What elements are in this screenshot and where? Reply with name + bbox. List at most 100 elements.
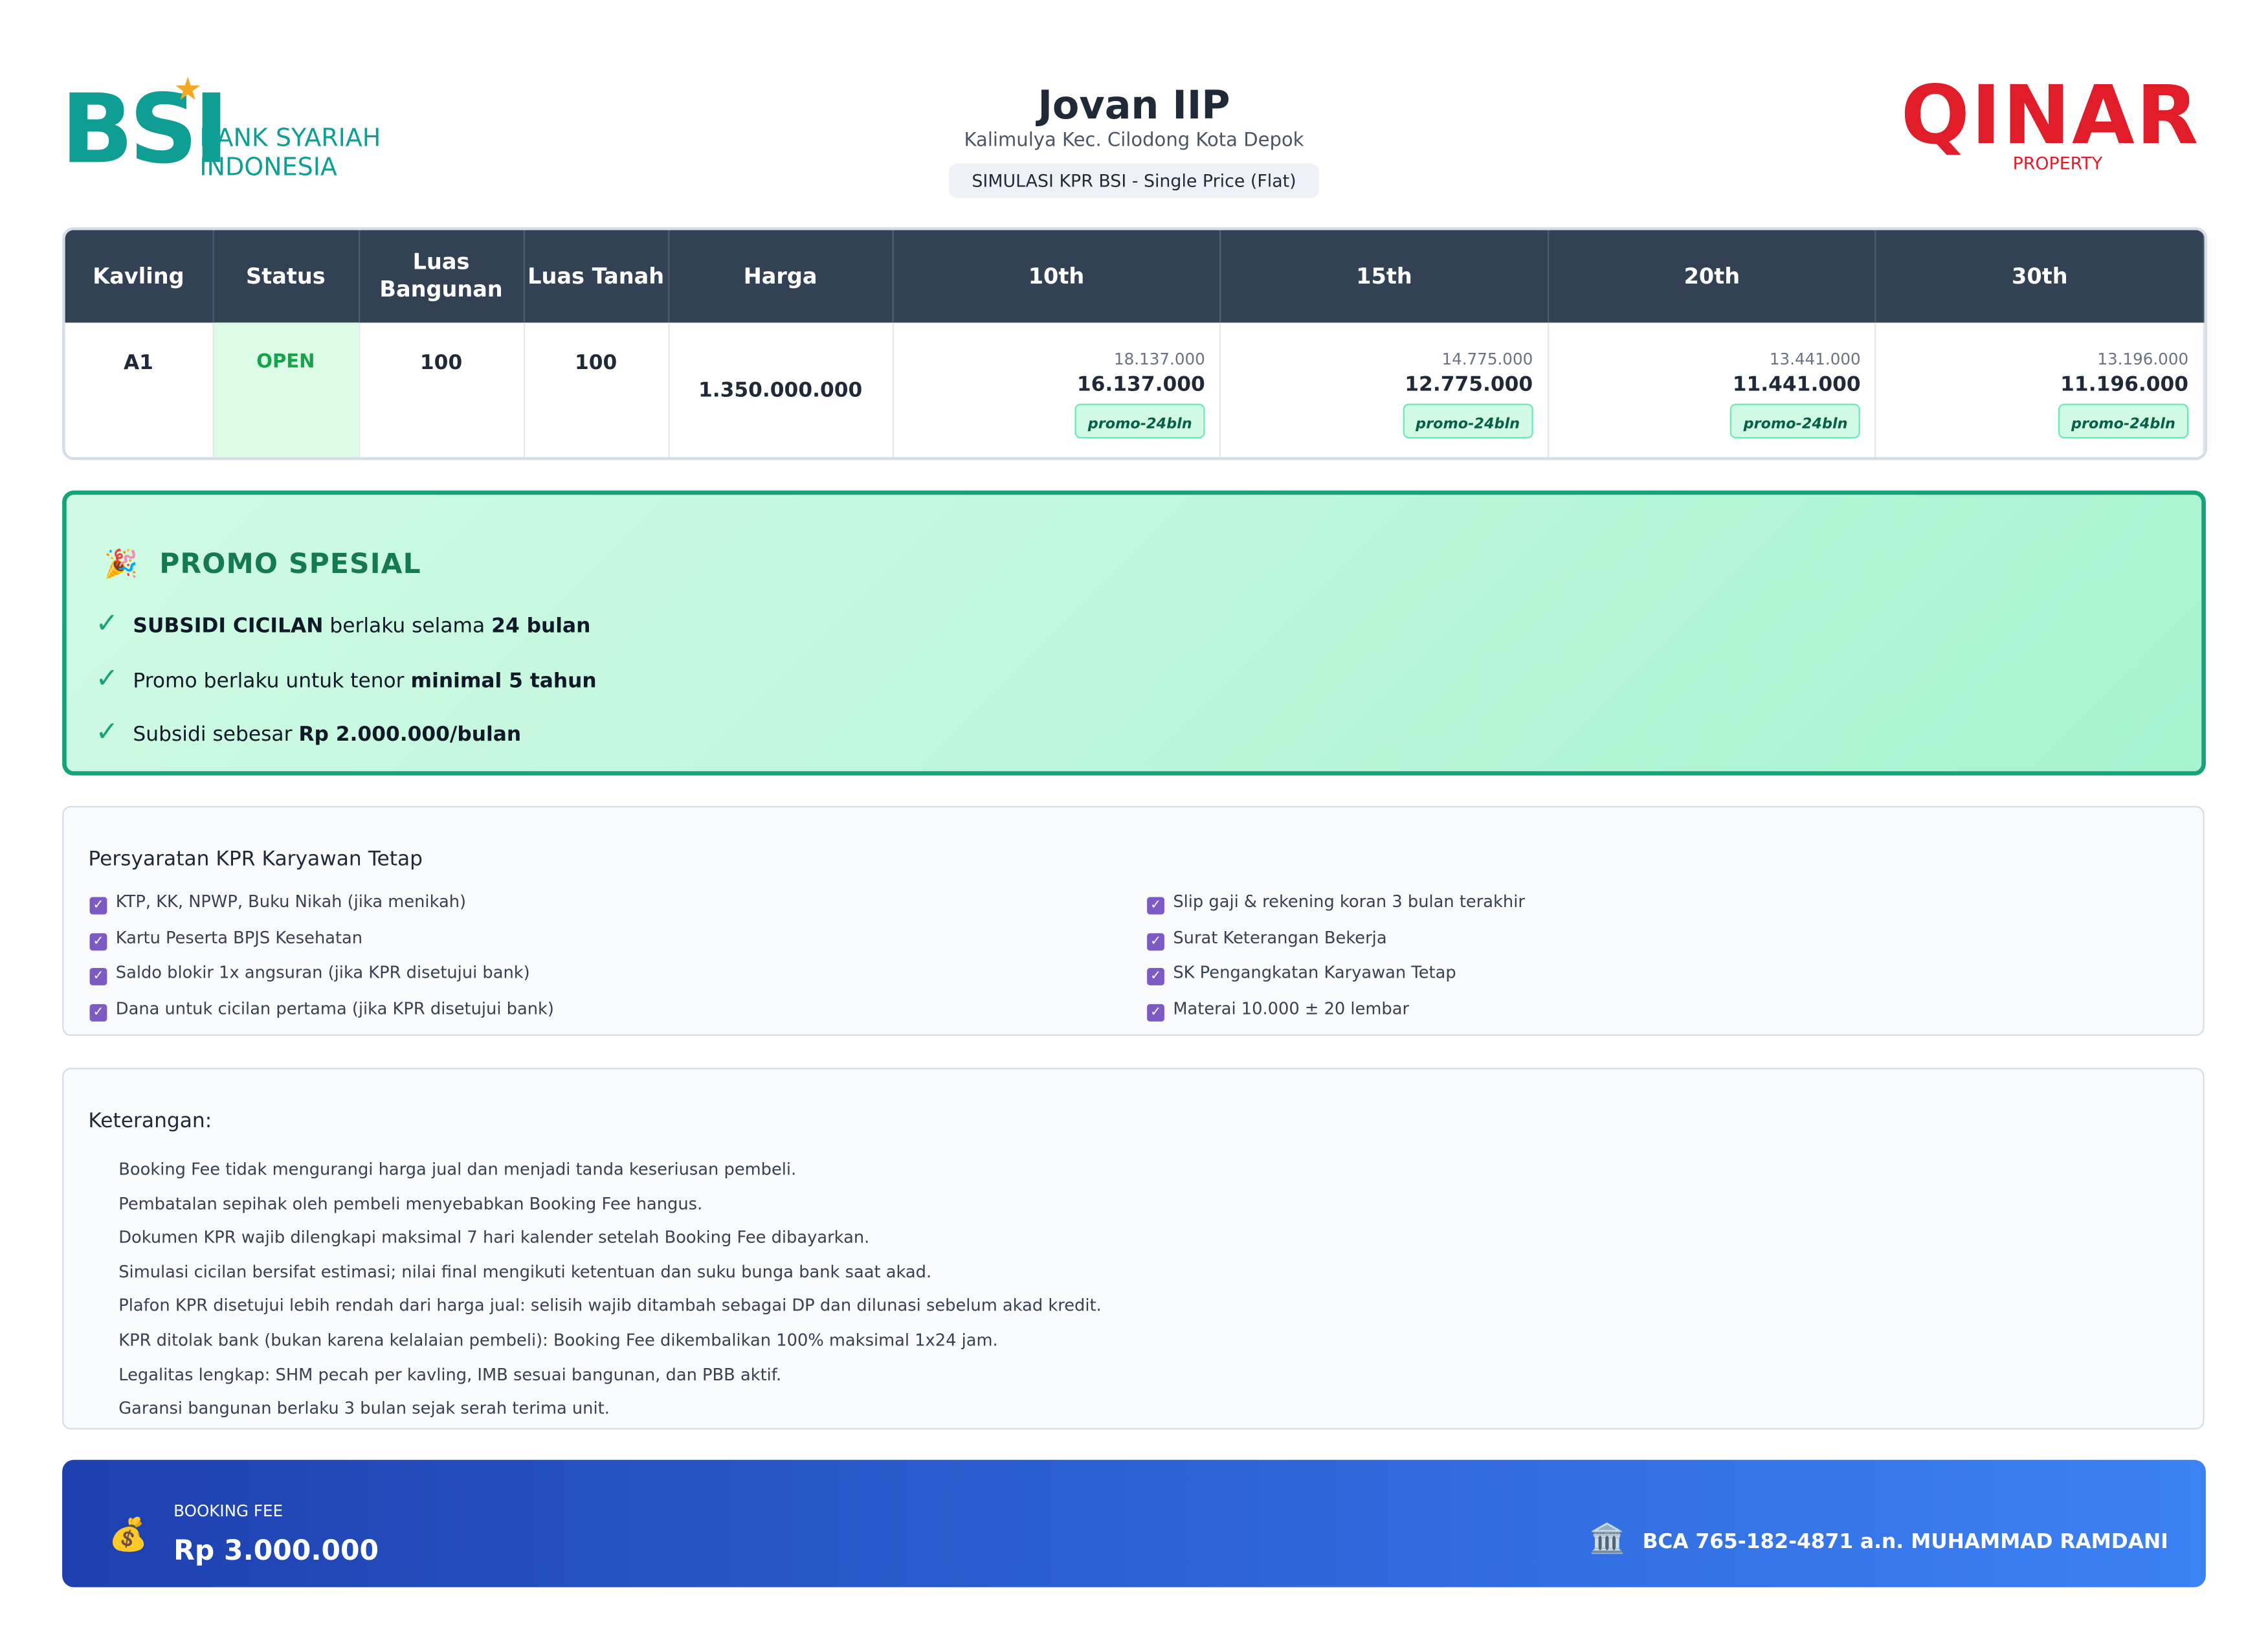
project-location: Kalimulya Kec. Cilodong Kota Depok	[964, 130, 1304, 152]
simulation-subtitle: SIMULASI KPR BSI - Single Price (Flat)	[948, 163, 1320, 199]
note-item: Pembatalan sepihak oleh pembeli menyebab…	[118, 1193, 703, 1214]
notes-box: Keterangan: Booking Fee tidak mengurangi…	[62, 1068, 2205, 1430]
checkbox: ✓	[89, 897, 107, 915]
promo-installment: 11.196.000	[2060, 373, 2189, 397]
requirement-text: Surat Keterangan Bekerja	[1173, 927, 1387, 948]
installment-cell: 18.137.000 16.137.000 promo-24bln	[892, 322, 1221, 458]
promo-badge: promo-24bln	[1730, 403, 1861, 439]
developer-logo: QINAR PROPERTY	[1895, 69, 2205, 174]
bank-icon: 🏛️	[1589, 1520, 1625, 1556]
developer-logo-mark: QINAR	[1900, 69, 2200, 164]
installment-cell: 13.196.000 11.196.000 promo-24bln	[1876, 322, 2205, 458]
promo-text: Subsidi sebesar	[133, 723, 293, 747]
logo-star: ★	[173, 72, 203, 109]
promo-box: 🎉 PROMO SPESIAL ✓ SUBSIDI CICILAN berlaku …	[62, 490, 2206, 776]
promo-badge: promo-24bln	[1074, 403, 1205, 439]
table-row: A1 OPEN 100 100 1.350.000.000 18.137.000 16.13…	[65, 322, 2205, 458]
building-area-cell: 100	[359, 322, 525, 458]
column-header: Luas Bangunan	[359, 230, 525, 323]
installment-cell: 14.775.000 12.775.000 promo-24bln	[1220, 322, 1549, 458]
original-installment: 13.196.000	[2097, 350, 2189, 369]
requirement-text: Saldo blokir 1x angsuran (jika KPR diset…	[115, 962, 530, 983]
check-icon: ✓	[95, 716, 119, 748]
promo-text: SUBSIDI CICILAN	[133, 614, 324, 638]
bank-logo-text: BANK SYARIAH INDONESIA	[199, 124, 381, 182]
original-installment: 13.441.000	[1769, 350, 1861, 369]
note-item: Garansi bangunan berlaku 3 bulan sejak s…	[118, 1398, 610, 1419]
requirement-text: KTP, KK, NPWP, Buku Nikah (jika menikah)	[115, 891, 467, 912]
booking-amount: Rp 3.000.000	[173, 1535, 379, 1567]
promo-title-text: PROMO SPESIAL	[159, 548, 421, 581]
header-center: Jovan IIP Kalimulya Kec. Cilodong Kota D…	[845, 84, 1423, 199]
promo-text: Rp 2.000.000/bulan	[298, 723, 522, 747]
money-icon: 💰	[108, 1518, 148, 1555]
promo-item: ✓ Subsidi sebesar Rp 2.000.000/bulan	[95, 716, 521, 748]
requirement-item: ✓ Materai 10.000 ± 20 lembar	[1147, 998, 2015, 1034]
bank-logo: ★ BSI BANK SYARIAH INDONESIA	[60, 72, 381, 188]
column-header: 15th	[1220, 230, 1549, 323]
land-area-cell: 100	[523, 322, 669, 458]
bank-logo-mark: BSI	[60, 73, 229, 186]
requirement-item: ✓ Saldo blokir 1x angsuran (jika KPR dise…	[89, 962, 1148, 998]
original-installment: 18.137.000	[1114, 350, 1205, 369]
notes-title: Keterangan:	[88, 1110, 212, 1133]
requirement-text: SK Pengangkatan Karyawan Tetap	[1173, 962, 1456, 983]
checkbox: ✓	[89, 1004, 107, 1022]
bank-logo-line: INDONESIA	[199, 153, 337, 183]
promo-installment: 12.775.000	[1405, 373, 1533, 397]
promo-text: minimal 5 tahun	[410, 669, 597, 693]
requirement-text: Kartu Peserta BPJS Kesehatan	[115, 927, 363, 948]
requirement-item: ✓ Dana untuk cicilan pertama (jika KPR di…	[89, 998, 1148, 1034]
booking-bar: 💰 BOOKING FEE Rp 3.000.000 🏛️ BCA 765-182…	[62, 1459, 2206, 1588]
booking-label: BOOKING FEE	[173, 1501, 284, 1521]
requirement-text: Materai 10.000 ± 20 lembar	[1173, 998, 1410, 1019]
checkbox: ✓	[1147, 932, 1164, 950]
project-title: Jovan IIP	[1038, 84, 1230, 129]
requirement-item: ✓ Slip gaji & rekening koran 3 bulan tera…	[1147, 892, 2015, 927]
requirement-item: ✓ Kartu Peserta BPJS Kesehatan	[89, 927, 1148, 963]
requirement-item: ✓ SK Pengangkatan Karyawan Tetap	[1147, 963, 2015, 998]
note-item: Dokumen KPR wajib dilengkapi maksimal 7 …	[118, 1227, 870, 1248]
column-header: 30th	[1876, 230, 2205, 323]
promo-badge: promo-24bln	[2058, 403, 2189, 439]
note-item: Legalitas lengkap: SHM pecah per kavling…	[118, 1364, 782, 1384]
promo-installment: 11.441.000	[1732, 373, 1861, 397]
bank-account: 🏛️ BCA 765-182-4871 a.n. MUHAMMAD RAMDANI	[1589, 1521, 2168, 1556]
promo-icon: 🎉	[104, 548, 139, 581]
requirements-title: Persyaratan KPR Karyawan Tetap	[88, 848, 423, 871]
promo-text: 24 bulan	[491, 614, 591, 638]
check-icon: ✓	[95, 662, 119, 694]
original-installment: 14.775.000	[1441, 350, 1533, 369]
requirements-list: ✓ KTP, KK, NPWP, Buku Nikah (jika menikah…	[89, 891, 2015, 1035]
check-icon: ✓	[95, 607, 119, 640]
promo-badge: promo-24bln	[1403, 403, 1533, 439]
promo-text: Promo berlaku untuk tenor	[133, 669, 405, 693]
checkbox: ✓	[1147, 897, 1164, 915]
note-item: Plafon KPR disetujui lebih rendah dari h…	[118, 1295, 1102, 1316]
promo-item: ✓ SUBSIDI CICILAN berlaku selama 24 bulan	[95, 608, 590, 640]
column-header: 20th	[1548, 230, 1877, 323]
column-header: Kavling	[65, 230, 214, 323]
header-row: Kavling Status Luas Bangunan Luas Tanah Harg…	[65, 230, 2205, 323]
developer-logo-sub: PROPERTY	[2012, 153, 2103, 174]
promo-title: 🎉 PROMO SPESIAL	[104, 547, 421, 580]
checkbox: ✓	[89, 968, 107, 986]
requirement-item: ✓ KTP, KK, NPWP, Buku Nikah (jika menikah…	[89, 891, 1148, 927]
price-cell: 1.350.000.000	[668, 322, 893, 458]
kavling-cell: A1	[65, 322, 214, 458]
installment-cell: 13.441.000 11.441.000 promo-24bln	[1548, 322, 1877, 458]
column-header: Harga	[668, 230, 893, 323]
notes-list: Booking Fee tidak mengurangi harga jual …	[118, 1153, 1101, 1426]
bank-logo-line: BANK SYARIAH	[199, 124, 381, 153]
price-table: Kavling Status Luas Bangunan Luas Tanah Harg…	[62, 227, 2208, 460]
status-cell: OPEN	[212, 322, 360, 458]
requirement-item: ✓ Surat Keterangan Bekerja	[1147, 927, 2015, 963]
table: Kavling Status Luas Bangunan Luas Tanah Harg…	[65, 230, 2205, 458]
column-header: Status	[212, 230, 360, 323]
promo-installment: 16.137.000	[1076, 373, 1205, 397]
bank-account-text: BCA 765-182-4871 a.n. MUHAMMAD RAMDANI	[1642, 1531, 2168, 1555]
column-header: Luas Tanah	[523, 230, 669, 323]
requirement-text: Slip gaji & rekening koran 3 bulan terak…	[1173, 891, 1525, 912]
